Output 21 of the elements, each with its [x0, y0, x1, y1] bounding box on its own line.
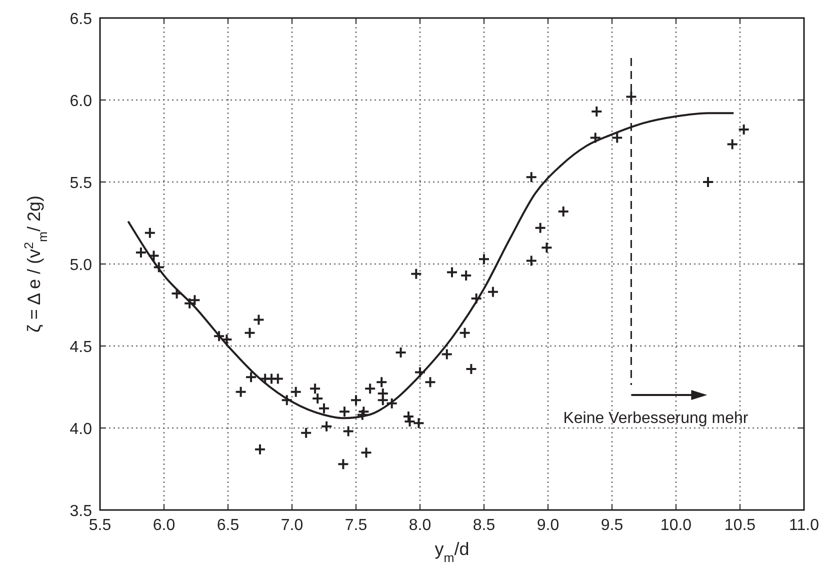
- x-tick-label: 6.0: [152, 517, 176, 534]
- y-tick-label: 5.5: [70, 175, 92, 192]
- x-tick-label: 5.5: [88, 517, 112, 534]
- annotation: Keine Verbesserung mehr: [563, 410, 749, 427]
- x-tick-label: 8.5: [472, 517, 496, 534]
- x-tick-label: 11.0: [789, 517, 820, 534]
- y-tick-label: 4.5: [70, 339, 92, 356]
- x-tick-label: 9.0: [536, 517, 560, 534]
- y-tick-label: 6.5: [70, 11, 92, 28]
- y-tick-label: 5.0: [70, 257, 92, 274]
- x-tick-label: 7.0: [280, 517, 304, 534]
- x-tick-label: 10.5: [724, 517, 756, 534]
- x-tick-label: 7.5: [344, 517, 368, 534]
- x-tick-label: 6.5: [216, 517, 240, 534]
- x-tick-label: 10.0: [660, 517, 692, 534]
- x-tick-label: 9.5: [600, 517, 624, 534]
- y-tick-label: 4.0: [70, 421, 92, 438]
- x-tick-label: 8.0: [408, 517, 432, 534]
- x-axis-title: y$_{m}$/d: [434, 539, 470, 565]
- y-tick-label: 6.0: [70, 93, 92, 110]
- y-tick-label: 3.5: [70, 503, 92, 520]
